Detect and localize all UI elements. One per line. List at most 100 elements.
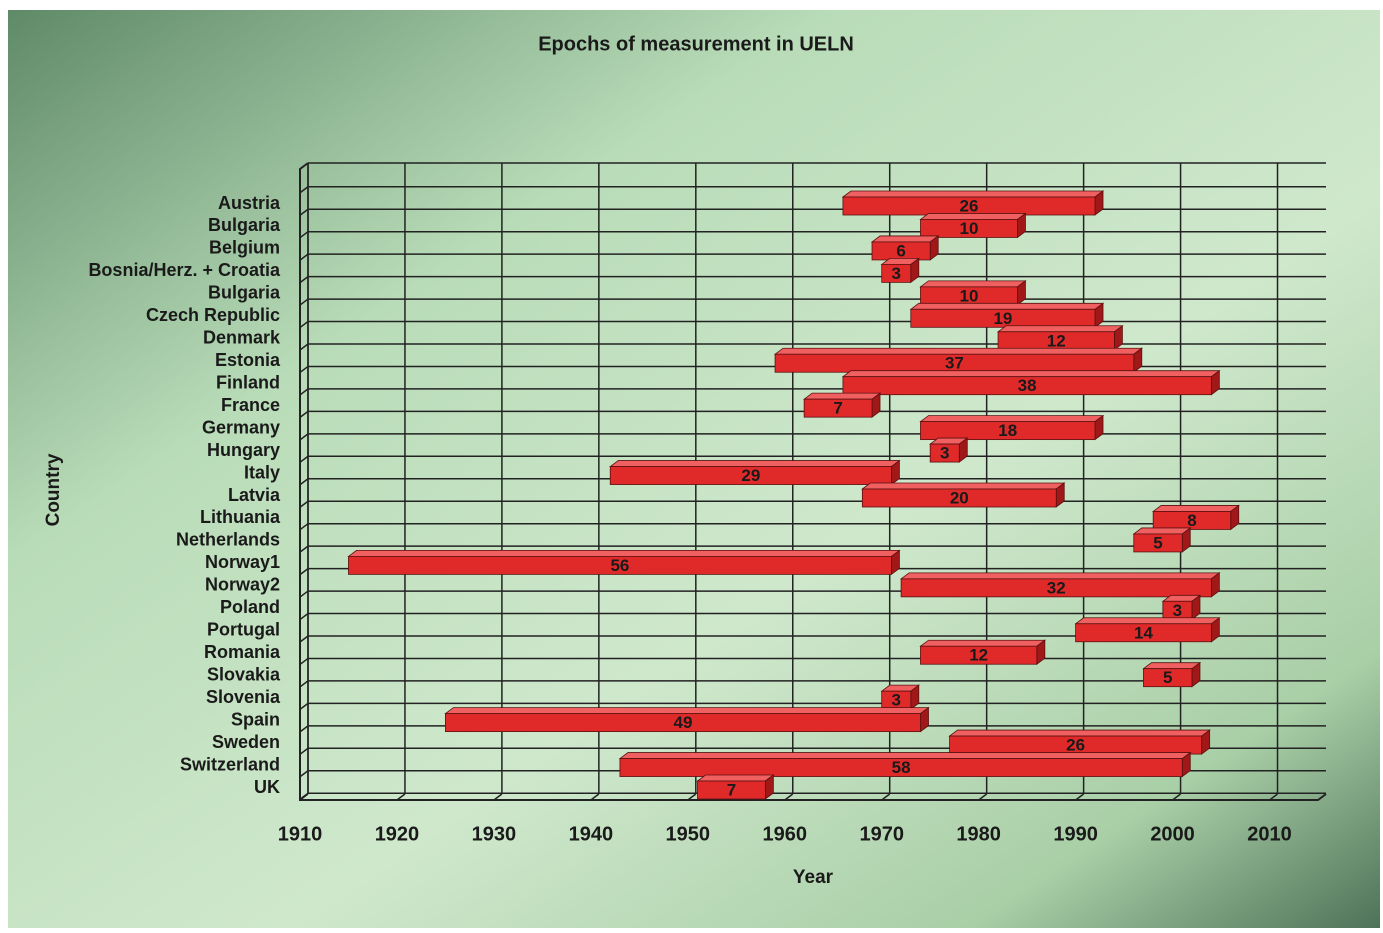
data-label: 10 [960, 219, 979, 238]
data-label: 7 [727, 780, 736, 799]
y-tick-label: Italy [244, 462, 280, 482]
bar [841, 190, 1105, 216]
bar [919, 212, 1027, 239]
x-tick-label: 1990 [1053, 823, 1098, 845]
data-label: 56 [610, 556, 629, 575]
y-tick-label: Switzerland [180, 754, 280, 774]
data-label: 6 [896, 241, 905, 260]
y-tick-label: Denmark [203, 328, 281, 348]
bar [609, 459, 901, 486]
bar-face [1152, 511, 1232, 530]
y-tick-label: Bulgaria [208, 215, 281, 235]
data-label: 3 [892, 691, 901, 710]
y-tick-label: Germany [202, 417, 280, 437]
y-tick-label: Slovenia [206, 687, 281, 707]
bar [870, 235, 940, 261]
data-label: 18 [998, 421, 1017, 440]
bar-face [445, 713, 921, 733]
data-label: 7 [833, 399, 842, 418]
bar [347, 549, 901, 576]
axis-line [299, 162, 1327, 801]
y-axis-label: Country [43, 453, 64, 526]
y-tick-label: Poland [220, 597, 280, 617]
x-tick-label: 1950 [666, 823, 711, 845]
bar [948, 729, 1211, 755]
y-tick-label: Czech Republic [146, 305, 280, 325]
bar-face [920, 421, 1096, 441]
bar-face [609, 466, 892, 485]
bar-face [348, 555, 892, 575]
bar-face [1075, 623, 1212, 643]
data-label: 5 [1153, 533, 1162, 552]
bar-face [842, 376, 1212, 396]
data-label: 3 [940, 444, 949, 463]
data-label: 3 [892, 264, 901, 283]
data-label: 49 [674, 713, 693, 732]
data-label: 37 [945, 354, 964, 373]
data-label: 3 [1173, 601, 1182, 620]
chart-title: Epochs of measurement in UELN [538, 33, 854, 55]
data-label: 8 [1187, 511, 1196, 530]
bar [696, 774, 775, 800]
y-tick-label: Bosnia/Herz. + Croatia [88, 260, 281, 280]
data-label: 12 [969, 646, 988, 665]
data-label: 38 [1018, 376, 1037, 395]
bar-face [929, 443, 960, 463]
bar [909, 302, 1105, 329]
y-tick-label: Netherlands [176, 530, 280, 550]
bar-face [619, 758, 1183, 777]
y-tick-label: Slovakia [207, 664, 281, 684]
bar-face [881, 263, 912, 283]
bar-face [1143, 668, 1193, 688]
bar [1151, 504, 1240, 531]
bar [1161, 594, 1202, 621]
data-label: 10 [960, 286, 979, 305]
bar-face [910, 308, 1096, 328]
x-tick-label: 1960 [763, 823, 808, 845]
y-tick-label: Lithuania [200, 507, 281, 527]
bar [996, 324, 1124, 351]
y-tick-label: Hungary [207, 440, 280, 460]
bar-face [920, 219, 1018, 238]
bar-face [1133, 533, 1183, 553]
data-label: 20 [950, 488, 969, 507]
data-label: 19 [993, 309, 1012, 328]
y-tick-label: Romania [204, 642, 281, 662]
y-tick-label: Finland [216, 372, 280, 392]
y-tick-label: Austria [218, 193, 281, 213]
y-tick-label: France [221, 395, 280, 415]
bar [880, 684, 920, 710]
bar [899, 572, 1221, 598]
data-label: 5 [1163, 668, 1172, 687]
y-tick-label: UK [254, 777, 280, 797]
bar [802, 392, 882, 418]
y-tick-label: Latvia [228, 485, 281, 505]
data-label: 58 [892, 758, 911, 777]
bar [1132, 527, 1192, 553]
data-label: 12 [1047, 331, 1066, 350]
bar [1142, 661, 1202, 688]
bar [919, 280, 1027, 306]
bar-face [900, 578, 1212, 598]
bar-face [803, 398, 873, 418]
y-tick-label: Portugal [207, 620, 280, 640]
bar [928, 437, 969, 463]
y-tick-label: Sweden [212, 732, 280, 752]
y-tick-label: Estonia [215, 350, 281, 370]
x-tick-label: 1970 [859, 823, 904, 845]
data-label: 26 [1066, 736, 1085, 755]
data-label: 14 [1134, 623, 1153, 642]
x-tick-label: 1930 [472, 823, 517, 845]
data-label: 32 [1047, 578, 1066, 597]
bar [861, 482, 1066, 508]
bar-face [920, 645, 1038, 665]
y-tick-label: Norway2 [205, 575, 280, 595]
bar [1074, 616, 1221, 643]
bar-face [697, 780, 766, 800]
y-tick-label: Bulgaria [208, 283, 281, 303]
bar-face [861, 488, 1057, 508]
x-tick-label: 2000 [1150, 823, 1195, 845]
bar [444, 706, 930, 733]
y-tick-label: Norway1 [205, 552, 280, 572]
